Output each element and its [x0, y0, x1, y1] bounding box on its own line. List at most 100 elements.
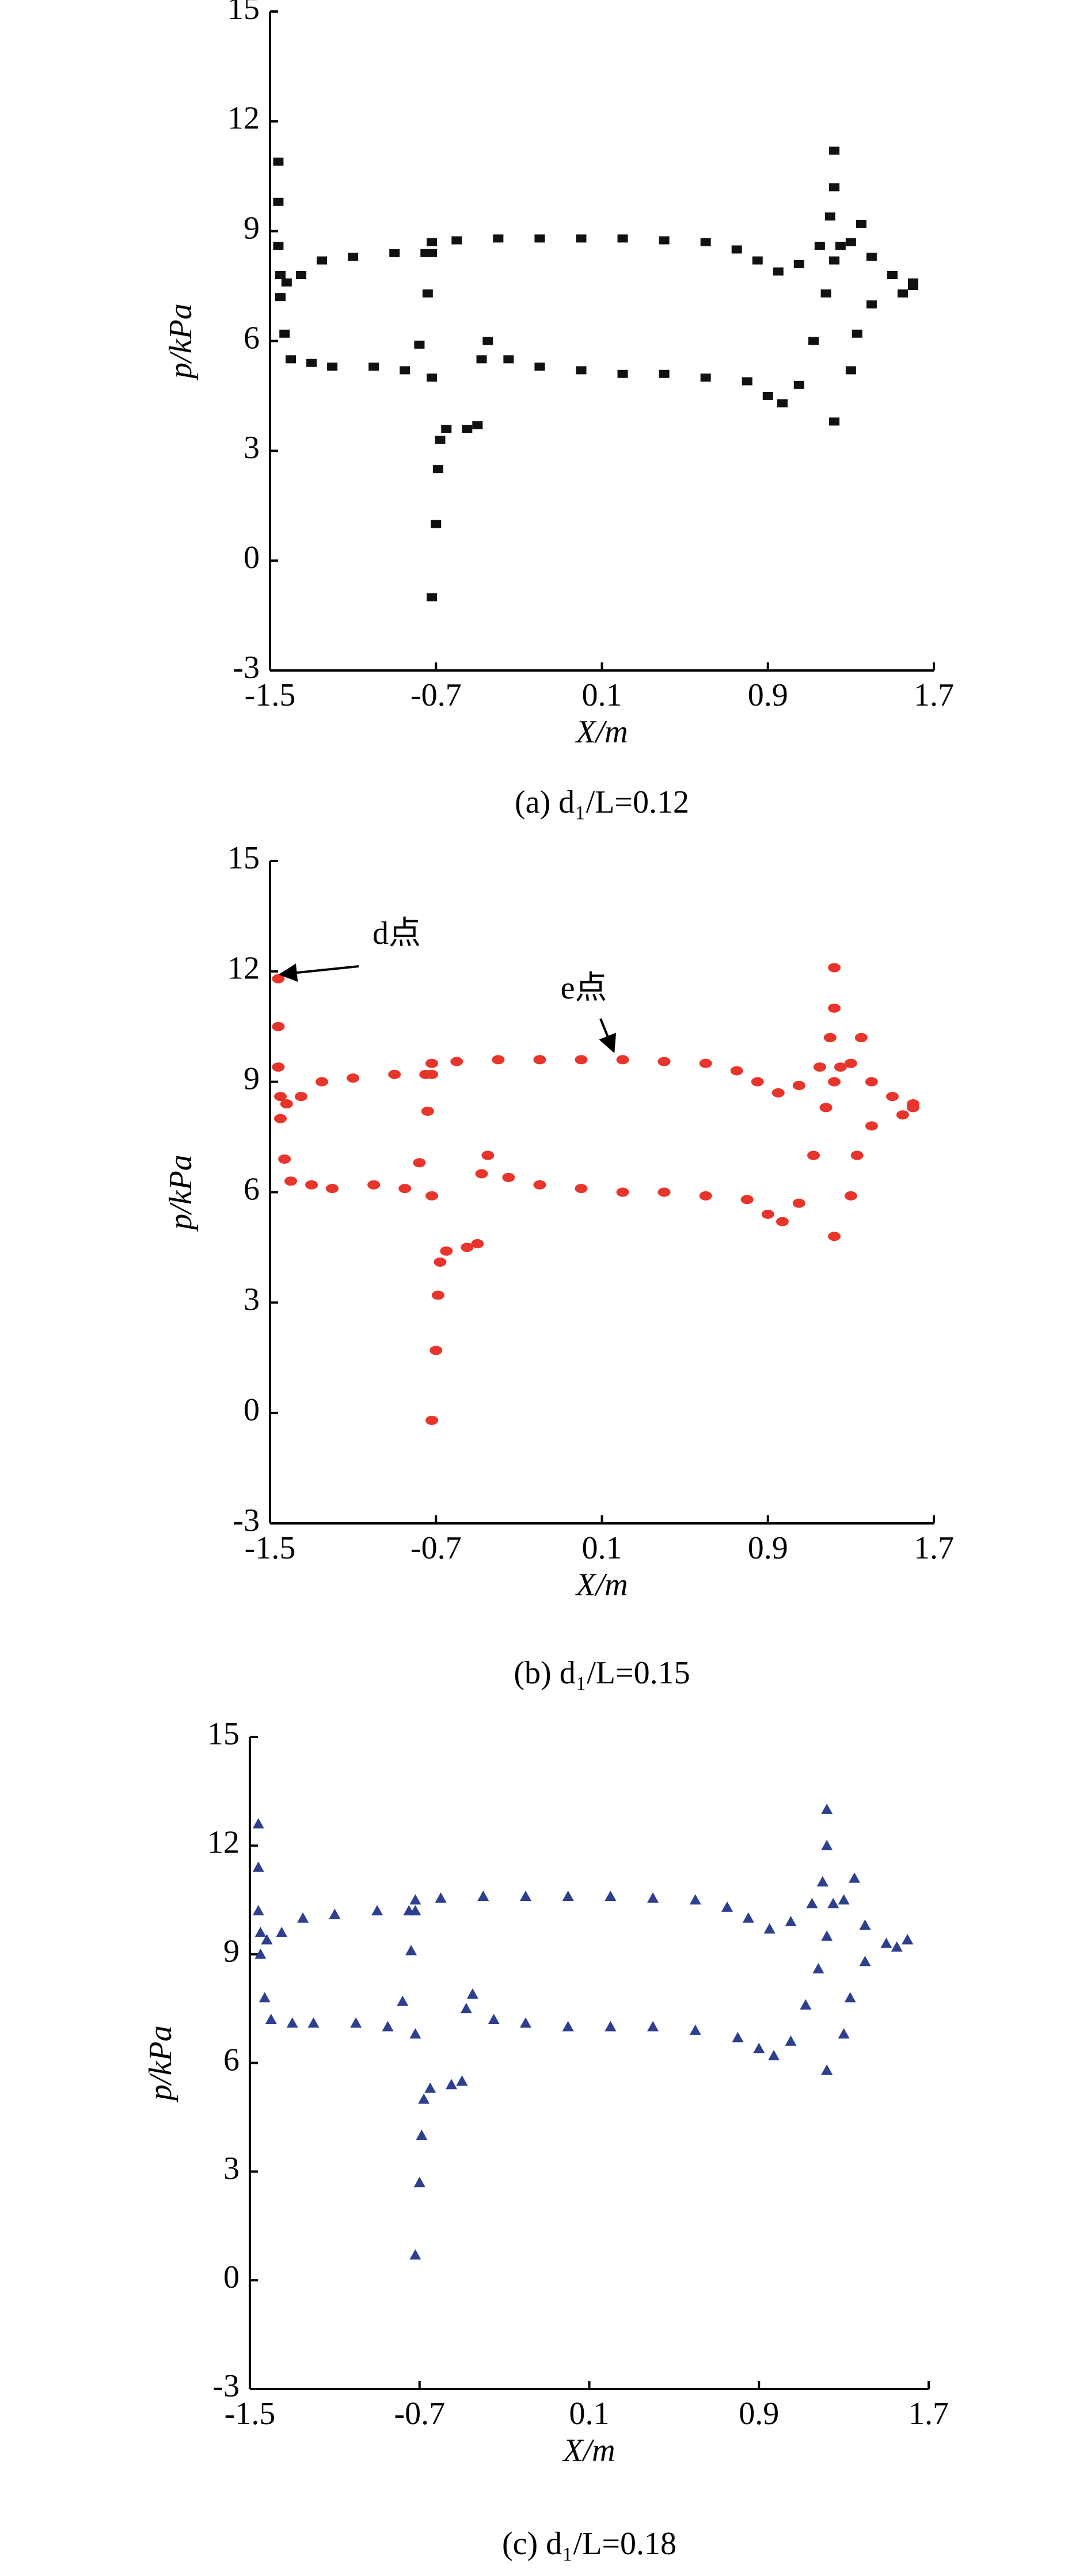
- point: [657, 1057, 671, 1066]
- x-tick-label: -0.7: [411, 1530, 462, 1566]
- y-axis-label: p/kPa: [143, 2025, 178, 2103]
- point: [456, 2075, 468, 2086]
- point: [700, 238, 711, 246]
- point: [771, 1088, 785, 1098]
- point: [281, 278, 292, 287]
- point: [740, 1195, 754, 1205]
- point: [252, 1818, 264, 1829]
- point: [699, 1058, 712, 1068]
- point: [828, 1077, 841, 1087]
- point: [835, 242, 846, 250]
- point: [286, 2017, 298, 2028]
- point: [382, 2021, 394, 2032]
- x-tick-label: 0.9: [739, 2396, 779, 2432]
- point: [272, 974, 285, 984]
- point: [575, 1055, 588, 1065]
- point: [849, 1872, 861, 1883]
- point: [885, 1092, 899, 1102]
- point: [252, 1861, 264, 1872]
- point: [305, 1180, 318, 1190]
- x-tick-label: -0.7: [394, 2396, 445, 2432]
- point: [647, 2021, 659, 2032]
- point: [398, 1184, 412, 1194]
- annotation-arrow: [278, 963, 359, 982]
- point: [854, 1032, 868, 1042]
- y-tick-label: 3: [223, 2151, 240, 2186]
- y-tick-label: 6: [244, 1171, 260, 1207]
- point: [272, 1022, 285, 1031]
- point: [792, 1198, 805, 1208]
- x-tick-label: 1.7: [909, 2396, 949, 2432]
- point: [793, 260, 804, 268]
- point: [254, 1926, 267, 1937]
- point: [435, 1892, 447, 1903]
- point: [259, 1992, 271, 2003]
- point: [280, 1099, 293, 1109]
- y-tick-label: 15: [227, 840, 260, 876]
- point: [425, 1069, 439, 1079]
- y-tick-label: 0: [223, 2259, 240, 2295]
- point: [807, 1150, 820, 1160]
- annotation-arrow: [599, 1018, 617, 1053]
- point: [279, 329, 290, 338]
- chart: -3 0 3 6 9 12 15 -1.5 -0.7 0.1 0.9 1.7 X/m p/kPa (b) d…: [163, 840, 954, 1691]
- point: [700, 374, 711, 382]
- point: [821, 1930, 833, 1941]
- point: [820, 289, 831, 298]
- point: [413, 2177, 425, 2188]
- point: [431, 1290, 444, 1300]
- y-tick-label: 6: [223, 2042, 240, 2078]
- point: [761, 1209, 774, 1219]
- caption: (a) d₁/L=0.12: [515, 784, 689, 820]
- point: [785, 2035, 797, 2046]
- point: [763, 1923, 776, 1934]
- point: [859, 1956, 871, 1967]
- point: [852, 329, 862, 338]
- point: [460, 2003, 472, 2014]
- point: [425, 1191, 439, 1201]
- y-tick-label: 9: [244, 211, 260, 246]
- point: [273, 197, 284, 206]
- point: [405, 1945, 417, 1956]
- point: [488, 2013, 500, 2024]
- point: [306, 359, 317, 367]
- point: [732, 2032, 744, 2042]
- y-tick-label: 3: [244, 1282, 260, 1317]
- point: [296, 271, 307, 279]
- point: [432, 465, 443, 474]
- y-tick-label: 6: [244, 320, 260, 356]
- y-tick-label: 0: [244, 540, 260, 576]
- point: [388, 1069, 401, 1079]
- point: [427, 374, 438, 382]
- point: [865, 1121, 878, 1131]
- point: [350, 2017, 362, 2028]
- point: [533, 1055, 546, 1065]
- x-tick-label: 0.1: [582, 677, 622, 713]
- point: [275, 271, 286, 279]
- point: [844, 1058, 857, 1068]
- point: [430, 1346, 443, 1355]
- caption: (c) d₁/L=0.18: [502, 2526, 676, 2562]
- point: [828, 1003, 841, 1013]
- point: [792, 1081, 805, 1091]
- y-tick-label: 9: [223, 1934, 240, 1969]
- point: [752, 256, 763, 265]
- point: [274, 1092, 287, 1102]
- point: [834, 1062, 847, 1072]
- point: [808, 337, 819, 345]
- point: [431, 520, 442, 528]
- point: [819, 1103, 833, 1112]
- point: [562, 2021, 574, 2032]
- y-tick-label: -3: [212, 2368, 240, 2404]
- y-tick-label: 15: [207, 1716, 240, 1752]
- point: [275, 293, 286, 302]
- point: [806, 1897, 818, 1908]
- point: [348, 253, 359, 261]
- point: [845, 238, 856, 246]
- point: [368, 363, 379, 371]
- point: [466, 1988, 478, 1999]
- point: [816, 1876, 828, 1887]
- x-tick-label: -0.7: [411, 677, 462, 713]
- point: [276, 1926, 288, 1937]
